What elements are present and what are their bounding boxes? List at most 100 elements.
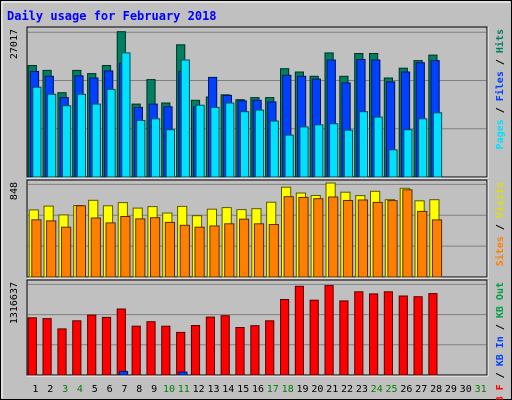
x-tick-label: 1 [32, 384, 38, 395]
bar [280, 299, 290, 376]
x-tick-label: 19 [296, 384, 308, 395]
bar [294, 285, 304, 376]
bar [387, 200, 398, 278]
x-tick-label: 3 [62, 384, 68, 395]
bar [72, 320, 82, 376]
bar [313, 198, 324, 278]
panel-max-label: 1316637 [9, 282, 20, 324]
x-tick-label: 21 [326, 384, 338, 395]
legend-entry: KB F [495, 384, 506, 400]
bar [194, 226, 205, 278]
legend-entry: KB Out [495, 282, 506, 318]
bar [225, 102, 235, 178]
bar [373, 116, 383, 178]
bar [398, 295, 408, 376]
x-tick-label: 24 [371, 384, 383, 395]
bar [76, 93, 87, 178]
x-tick-label: 29 [445, 384, 457, 395]
legend-entry: / [495, 101, 506, 119]
panel-legend: Pages / Files / Hits [494, 29, 506, 149]
chart-title: Daily usage for February 2018 [7, 9, 217, 23]
bar [205, 316, 216, 376]
x-tick-label: 4 [77, 384, 83, 395]
bar [253, 223, 265, 278]
x-tick-label: 26 [400, 384, 412, 395]
bar [176, 331, 186, 376]
x-tick-label: 15 [237, 384, 249, 395]
legend-entry: Hits [494, 29, 506, 53]
legend-entry: / [495, 53, 506, 71]
bar [131, 325, 141, 376]
x-tick-label: 18 [282, 384, 294, 395]
panel-legend: Sites / Visits [494, 182, 506, 266]
x-tick-label: 7 [121, 384, 127, 395]
bar [268, 224, 279, 278]
bar [190, 325, 201, 376]
x-tick-label: 13 [207, 384, 219, 395]
bar [90, 217, 101, 278]
bar [118, 370, 129, 376]
bar [239, 218, 250, 278]
bar [146, 321, 156, 376]
bar [116, 308, 126, 376]
bar [314, 124, 324, 178]
bar [402, 189, 413, 278]
bar [417, 210, 428, 278]
bar [164, 221, 176, 278]
x-tick-label: 30 [460, 384, 472, 395]
legend-entry: Sites [494, 236, 506, 266]
bar [120, 216, 131, 278]
series-kb-in [118, 370, 188, 376]
x-axis-labels: 1 2 3 4 5 6 7 8 9 10 11 12 13 14 15 16 17 18 19 20 21 22 23 24 2… [32, 384, 486, 395]
bar [358, 111, 368, 178]
chart-panels: 27017 Pages / Files / Hits 848 Sites / Visi… [9, 26, 506, 400]
bar [42, 318, 52, 376]
bar [431, 219, 443, 278]
legend-entry: / [495, 218, 506, 236]
x-tick-label: 17 [267, 384, 279, 395]
series-sites [31, 189, 443, 278]
bar [150, 217, 161, 278]
x-tick-label: 25 [385, 384, 397, 395]
bar [298, 196, 309, 278]
panel-hits-files-pages: 27017 Pages / Files / Hits [9, 26, 506, 179]
x-tick-label: 11 [178, 384, 190, 395]
x-tick-label: 20 [311, 384, 323, 395]
bar [413, 296, 423, 376]
bar [195, 104, 205, 178]
x-tick-label: 28 [430, 384, 442, 395]
series-pages [32, 52, 443, 178]
bar [151, 118, 161, 178]
bar [357, 199, 368, 278]
bar [328, 196, 339, 278]
legend-entry: Files [494, 71, 506, 101]
bar [240, 111, 250, 178]
bar [87, 314, 97, 376]
bar [342, 200, 354, 278]
bar [47, 93, 57, 178]
bar [299, 126, 309, 178]
x-tick-label: 27 [415, 384, 427, 395]
bar [180, 59, 190, 178]
bar [250, 325, 260, 376]
bar [269, 120, 279, 178]
x-tick-label: 2 [47, 384, 53, 395]
x-tick-label: 22 [341, 384, 353, 395]
bar [432, 112, 443, 178]
panel-legend: KB F / KB In / KB Out [495, 282, 506, 400]
bar [27, 317, 37, 376]
bar [135, 218, 146, 278]
bar [57, 328, 67, 376]
bar [178, 371, 188, 376]
legend-entry: KB In [495, 336, 506, 366]
x-tick-label: 6 [107, 384, 113, 395]
series-kb-f [27, 285, 438, 376]
bar [209, 225, 220, 278]
bar [75, 205, 87, 278]
bar [403, 129, 413, 178]
bar [161, 325, 171, 376]
x-tick-label: 5 [92, 384, 98, 395]
bar [220, 315, 230, 376]
bar [343, 129, 354, 178]
legend-entry: Visits [494, 182, 506, 218]
